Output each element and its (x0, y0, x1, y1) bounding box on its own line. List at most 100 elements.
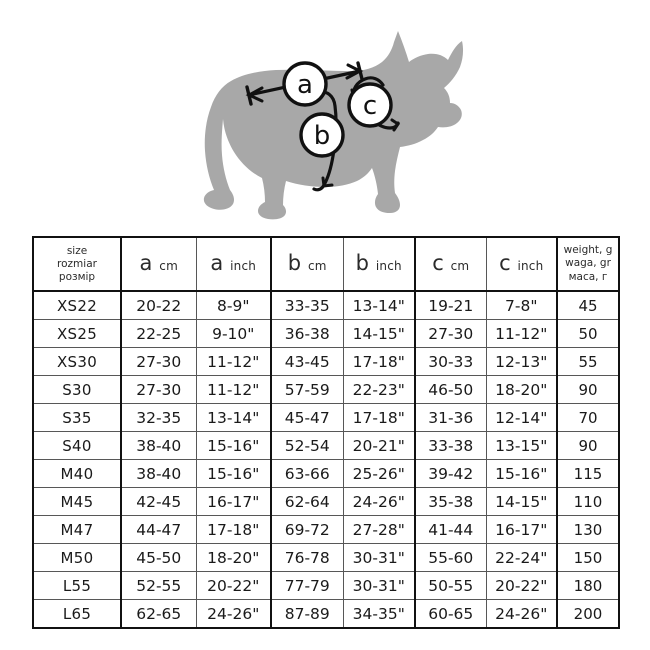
cell-b-cm: 69-72 (270, 515, 344, 544)
cell-a-cm: 32-35 (120, 403, 197, 432)
cell-a-inch: 20-22" (195, 571, 272, 600)
cell-c-cm: 27-30 (414, 319, 487, 348)
table-body: XS22 20-22 8-9" 33-35 13-14" 19-21 7-8" 45 XS25 2… (32, 290, 620, 629)
cell-c-inch: 18-20" (485, 375, 558, 404)
cell-b-cm: 43-45 (270, 347, 344, 376)
cell-a-cm: 45-50 (120, 543, 197, 572)
cell-c-inch: 12-13" (485, 347, 558, 376)
label-a-bubble: a (282, 61, 328, 107)
cell-b-inch: 30-31" (342, 571, 416, 600)
cell-size: XS25 (32, 319, 122, 348)
cell-c-cm: 31-36 (414, 403, 487, 432)
cell-size: L55 (32, 571, 122, 600)
cell-b-inch: 34-35" (342, 599, 416, 629)
cell-b-cm: 77-79 (270, 571, 344, 600)
size-chart-table: size rozmiar розмір a cm a inch b cm b (32, 236, 620, 629)
header-weight-line1: weight, g (563, 243, 613, 256)
cell-size: M45 (32, 487, 122, 516)
cell-a-cm: 44-47 (120, 515, 197, 544)
dog-measurement-diagram: a b c (0, 0, 650, 232)
cell-a-cm: 38-40 (120, 431, 197, 460)
cell-a-cm: 27-30 (120, 347, 197, 376)
cell-b-inch: 27-28" (342, 515, 416, 544)
cell-a-inch: 15-16" (195, 459, 272, 488)
cell-size: XS22 (32, 290, 122, 320)
header-c-inch: c inch (485, 236, 558, 292)
cell-c-cm: 41-44 (414, 515, 487, 544)
table-row: M45 42-45 16-17" 62-64 24-26" 35-38 14-15" 110 (32, 487, 620, 516)
cell-b-cm: 33-35 (270, 290, 344, 320)
cell-c-cm: 19-21 (414, 290, 487, 320)
cell-weight: 200 (556, 599, 620, 629)
cell-a-cm: 62-65 (120, 599, 197, 629)
header-c-inch-letter: c (499, 250, 512, 275)
label-b-text: b (314, 121, 331, 151)
cell-b-cm: 76-78 (270, 543, 344, 572)
cell-size: S35 (32, 403, 122, 432)
cell-a-cm: 27-30 (120, 375, 197, 404)
table-row: XS30 27-30 11-12" 43-45 17-18" 30-33 12-13" 55 (32, 347, 620, 376)
header-b-cm: b cm (270, 236, 344, 292)
table-row: S30 27-30 11-12" 57-59 22-23" 46-50 18-20" 90 (32, 375, 620, 404)
cell-b-inch: 22-23" (342, 375, 416, 404)
table-row: M40 38-40 15-16" 63-66 25-26" 39-42 15-16" 115 (32, 459, 620, 488)
cell-size: M50 (32, 543, 122, 572)
header-size-line2: rozmiar (57, 257, 97, 270)
header-a-cm: a cm (120, 236, 197, 292)
header-a-cm-letter: a (139, 250, 153, 275)
dog-diagram-svg: a b c (203, 31, 464, 220)
cell-c-cm: 39-42 (414, 459, 487, 488)
cell-a-inch: 11-12" (195, 375, 272, 404)
cell-weight: 150 (556, 543, 620, 572)
cell-a-inch: 24-26" (195, 599, 272, 629)
cell-size: XS30 (32, 347, 122, 376)
label-a-text: a (297, 70, 313, 100)
cell-b-cm: 63-66 (270, 459, 344, 488)
cell-c-inch: 13-15" (485, 431, 558, 460)
cell-b-cm: 62-64 (270, 487, 344, 516)
cell-size: M47 (32, 515, 122, 544)
cell-weight: 115 (556, 459, 620, 488)
header-row: size rozmiar розмір a cm a inch b cm b (32, 236, 620, 292)
cell-b-inch: 25-26" (342, 459, 416, 488)
cell-weight: 90 (556, 431, 620, 460)
header-b-cm-letter: b (287, 250, 302, 275)
measure-b-loop (312, 90, 338, 192)
cell-c-cm: 35-38 (414, 487, 487, 516)
cell-a-inch: 11-12" (195, 347, 272, 376)
table-row: XS22 20-22 8-9" 33-35 13-14" 19-21 7-8" 45 (32, 290, 620, 320)
header-b-inch: b inch (342, 236, 416, 292)
cell-c-inch: 14-15" (485, 487, 558, 516)
cell-b-inch: 17-18" (342, 403, 416, 432)
cell-a-cm: 52-55 (120, 571, 197, 600)
cell-weight: 90 (556, 375, 620, 404)
cell-c-cm: 50-55 (414, 571, 487, 600)
cell-a-inch: 8-9" (195, 290, 272, 320)
cell-a-cm: 22-25 (120, 319, 197, 348)
header-b-inch-unit: inch (375, 258, 402, 273)
cell-b-inch: 24-26" (342, 487, 416, 516)
header-weight-line2: waga, gr (565, 257, 611, 270)
cell-c-cm: 30-33 (414, 347, 487, 376)
cell-c-inch: 16-17" (485, 515, 558, 544)
cell-weight: 130 (556, 515, 620, 544)
cell-a-inch: 16-17" (195, 487, 272, 516)
header-b-cm-unit: cm (308, 258, 327, 273)
header-weight: weight, g waga, gr маса, г (556, 236, 620, 292)
cell-b-inch: 20-21" (342, 431, 416, 460)
cell-b-inch: 30-31" (342, 543, 416, 572)
cell-b-inch: 14-15" (342, 319, 416, 348)
cell-size: L65 (32, 599, 122, 629)
cell-c-inch: 24-26" (485, 599, 558, 629)
cell-a-inch: 9-10" (195, 319, 272, 348)
size-chart-container: size rozmiar розмір a cm a inch b cm b (32, 236, 620, 629)
cell-a-cm: 38-40 (120, 459, 197, 488)
cell-a-inch: 17-18" (195, 515, 272, 544)
header-c-cm: c cm (414, 236, 487, 292)
table-header: size rozmiar розмір a cm a inch b cm b (32, 236, 620, 292)
cell-c-inch: 12-14" (485, 403, 558, 432)
cell-c-cm: 60-65 (414, 599, 487, 629)
cell-a-inch: 15-16" (195, 431, 272, 460)
cell-size: S40 (32, 431, 122, 460)
header-a-cm-unit: cm (159, 258, 178, 273)
